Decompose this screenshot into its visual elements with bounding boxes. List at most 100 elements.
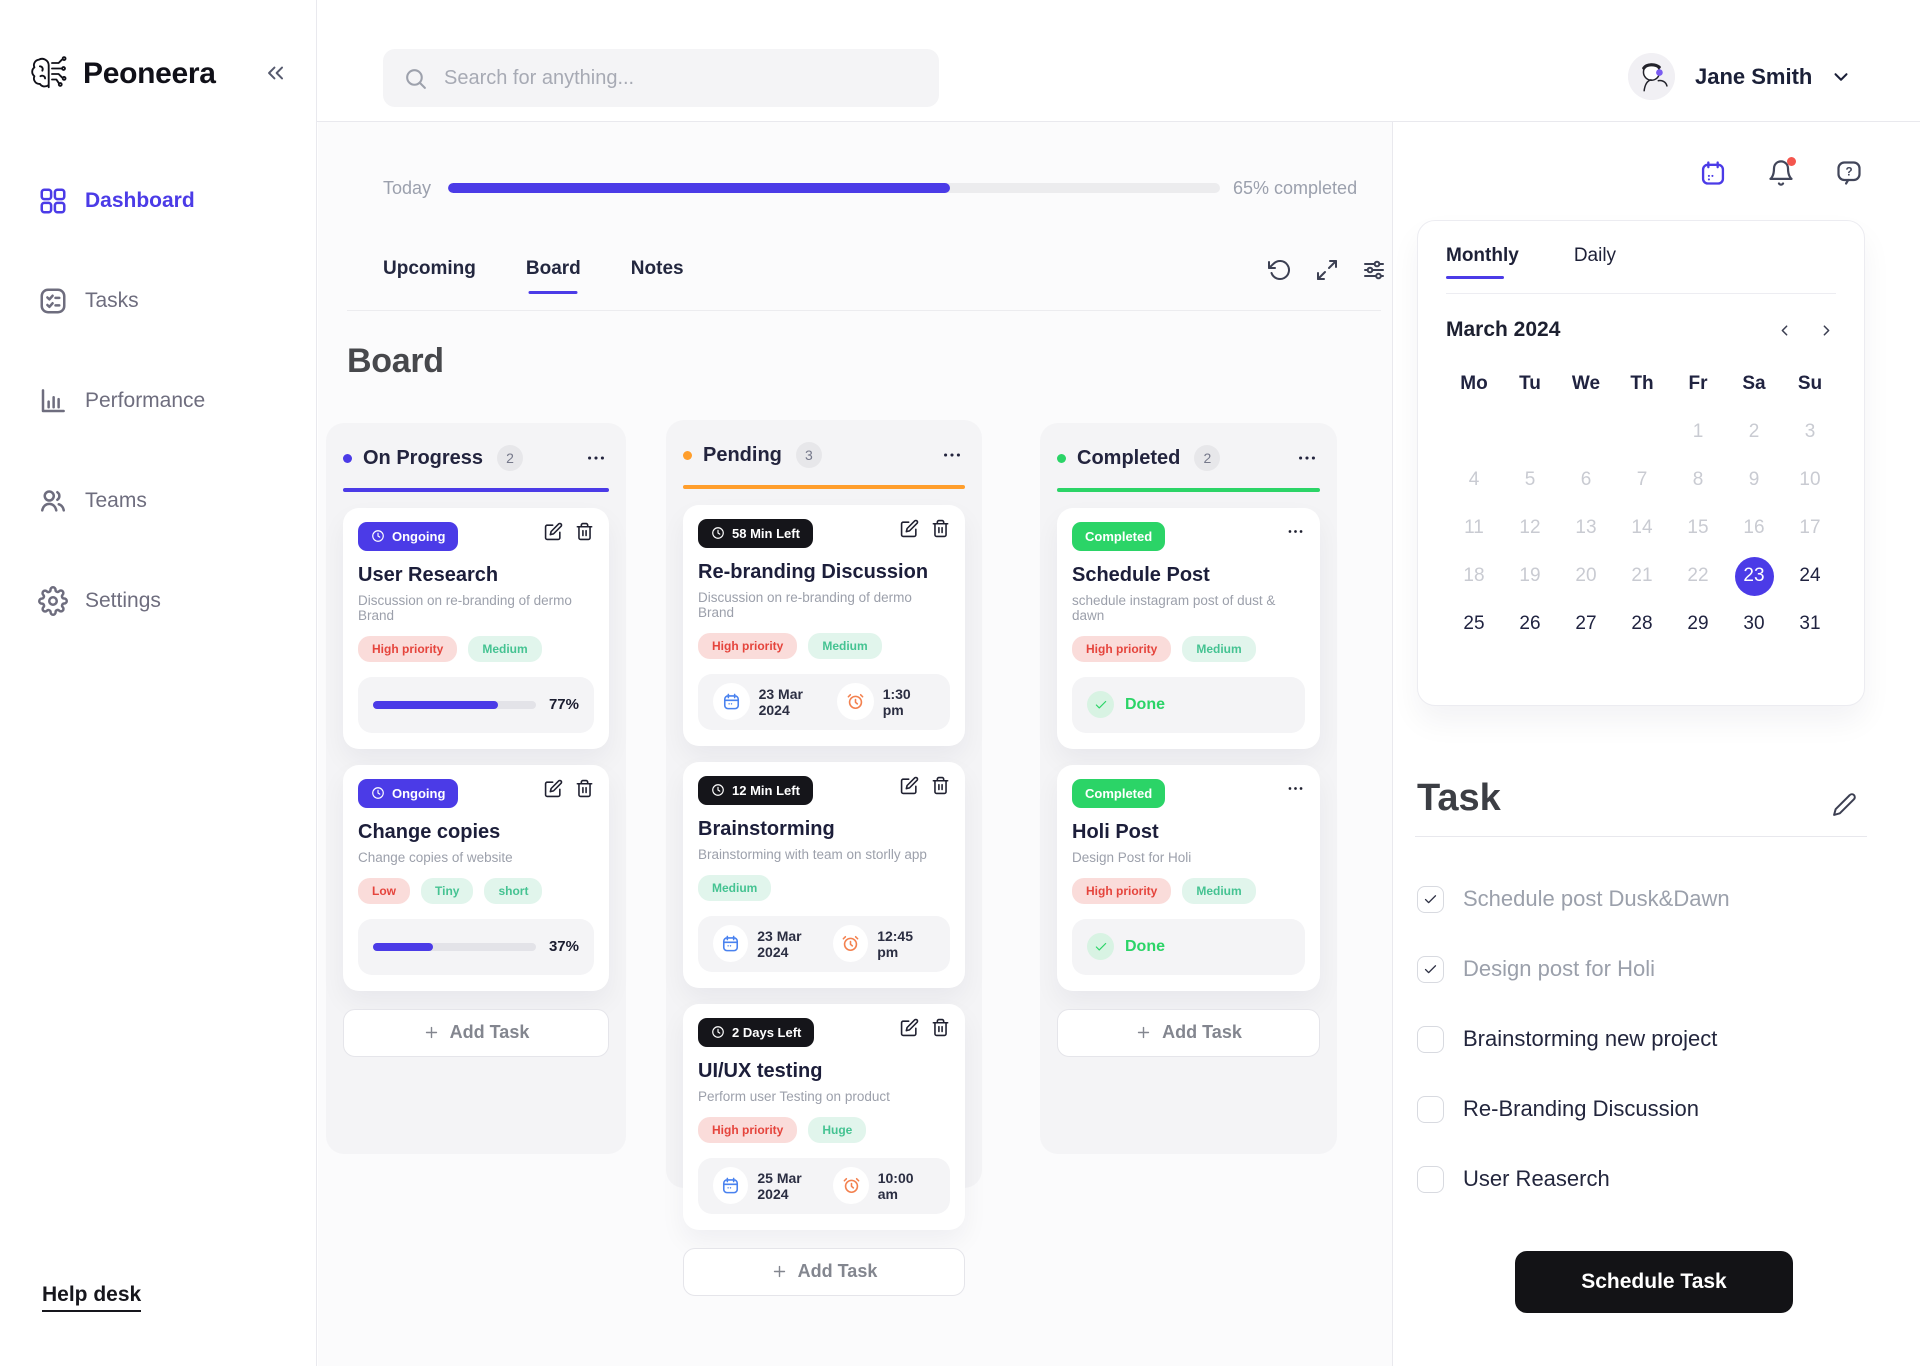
task-card-user-research[interactable]: Ongoing User Research Discussion on re-bra… [343, 507, 609, 749]
card-edit-button[interactable] [899, 776, 919, 796]
performance-icon [41, 389, 65, 413]
notifications-button[interactable] [1766, 157, 1796, 188]
task-card-re-branding-discussion[interactable]: 58 Min Left Re-branding Discussion Discuss… [683, 504, 965, 746]
sidebar-item-teams[interactable]: Teams [38, 480, 288, 522]
edit-icon [544, 779, 562, 798]
calendar-day-26[interactable]: 26 [1519, 613, 1541, 634]
card-menu-button[interactable] [1285, 522, 1305, 542]
user-menu[interactable]: Jane Smith [1628, 53, 1852, 100]
card-delete-button[interactable] [930, 776, 950, 796]
column-menu-button[interactable] [1294, 445, 1320, 471]
card-edit-button[interactable] [899, 1018, 919, 1038]
calendar-day-23-selected[interactable]: 23 [1726, 552, 1782, 600]
task-card-ui-ux-testing[interactable]: 2 Days Left UI/UX testing Perform user Tes… [683, 1003, 965, 1230]
task-card-holi-post[interactable]: Completed Holi Post Design Post for Holi Hi… [1057, 764, 1320, 991]
progress-bar-fill [448, 183, 950, 193]
checkbox-unchecked[interactable] [1417, 1095, 1444, 1123]
calendar-day-3[interactable]: 3 [1804, 421, 1816, 442]
checkbox-checked[interactable] [1417, 955, 1444, 983]
calendar-day-10[interactable]: 10 [1799, 469, 1821, 490]
calendar-day-13[interactable]: 13 [1575, 517, 1597, 538]
card-delete-button[interactable] [930, 1018, 950, 1038]
calendar-day-19[interactable]: 19 [1519, 565, 1541, 586]
trash-icon [576, 522, 592, 541]
card-delete-button[interactable] [574, 779, 594, 799]
settings-icon [38, 586, 68, 616]
card-delete-button[interactable] [574, 522, 594, 542]
sidebar-item-performance[interactable]: Performance [38, 380, 288, 422]
calendar-day-1[interactable]: 1 [1692, 421, 1704, 442]
checkbox-unchecked[interactable] [1417, 1165, 1444, 1193]
next-month-button[interactable] [1816, 320, 1836, 340]
calendar-day-11[interactable]: 11 [1464, 517, 1484, 538]
task-item-re-branding-discussion: Re-Branding Discussion [1417, 1092, 1877, 1126]
card-date: 25 Mar 2024 [757, 1169, 802, 1202]
tab-upcoming[interactable]: Upcoming [383, 258, 476, 294]
calendar-tab-daily[interactable]: Daily [1574, 245, 1616, 279]
help-desk-link[interactable]: Help desk [42, 1283, 142, 1312]
sidebar-item-settings[interactable]: Settings [38, 580, 288, 622]
add-task-button[interactable]: Add Task [1057, 1008, 1320, 1057]
column-menu-button[interactable] [939, 442, 965, 468]
card-edit-button[interactable] [543, 522, 563, 542]
column-count-badge: 3 [795, 442, 822, 468]
calendar-day-30[interactable]: 30 [1743, 613, 1765, 634]
weekday-label: Su [1797, 373, 1823, 394]
calendar-day-21[interactable]: 21 [1631, 565, 1653, 586]
calendar-day-20[interactable]: 20 [1575, 565, 1597, 586]
calendar-day-15[interactable]: 15 [1687, 517, 1709, 538]
calendar-day-28[interactable]: 28 [1631, 613, 1653, 634]
search-input[interactable] [444, 66, 919, 90]
calendar-day-5[interactable]: 5 [1524, 469, 1536, 490]
calendar-day-2[interactable]: 2 [1748, 421, 1760, 442]
column-name: Pending [703, 443, 782, 466]
previous-month-button[interactable] [1774, 320, 1794, 340]
calendar-tabs-divider [1446, 293, 1836, 294]
calendar-day-25[interactable]: 25 [1463, 613, 1485, 634]
calendar-day-6[interactable]: 6 [1580, 469, 1592, 490]
calendar-day-18[interactable]: 18 [1463, 565, 1485, 586]
add-task-button[interactable]: Add Task [343, 1008, 609, 1057]
calendar-view-button[interactable] [1698, 158, 1728, 188]
calendar-day-9[interactable]: 9 [1748, 469, 1760, 490]
column-header: On Progress 2 [343, 445, 609, 471]
task-card-schedule-post[interactable]: Completed Schedule Post schedule instagram… [1057, 507, 1320, 749]
calendar-day-29[interactable]: 29 [1687, 613, 1709, 634]
refresh-button[interactable] [1266, 256, 1293, 283]
calendar-day-27[interactable]: 27 [1575, 613, 1597, 634]
card-time: 1:30 pm [882, 685, 911, 718]
checkbox-unchecked[interactable] [1417, 1025, 1444, 1053]
sidebar-item-tasks[interactable]: Tasks [38, 280, 288, 322]
calendar-day-31[interactable]: 31 [1799, 613, 1821, 634]
collapse-sidebar-button[interactable] [260, 59, 290, 89]
card-delete-button[interactable] [930, 519, 950, 539]
checkbox-checked[interactable] [1417, 885, 1444, 913]
add-task-button[interactable]: Add Task [683, 1247, 965, 1296]
tab-board[interactable]: Board [526, 258, 581, 294]
calendar-day-16[interactable]: 16 [1743, 517, 1765, 538]
avatar-illustration [1628, 53, 1675, 100]
card-edit-button[interactable] [543, 779, 563, 799]
calendar-day-14[interactable]: 14 [1631, 517, 1653, 538]
expand-button[interactable] [1313, 256, 1340, 283]
calendar-day-8[interactable]: 8 [1692, 469, 1704, 490]
card-menu-button[interactable] [1285, 779, 1305, 799]
task-card-brainstorming[interactable]: 12 Min Left Brainstorming Brainstorming wi… [683, 761, 965, 988]
calendar-day-4[interactable]: 4 [1468, 469, 1480, 490]
calendar-day-12[interactable]: 12 [1519, 517, 1541, 538]
column-menu-button[interactable] [583, 445, 609, 471]
card-edit-button[interactable] [899, 519, 919, 539]
calendar-day-7[interactable]: 7 [1636, 469, 1648, 490]
calendar-tab-monthly[interactable]: Monthly [1446, 245, 1519, 279]
edit-tasks-button[interactable] [1830, 790, 1858, 818]
help-button[interactable]: ? [1834, 158, 1864, 188]
calendar-day-22[interactable]: 22 [1687, 565, 1709, 586]
calendar-day-24[interactable]: 24 [1799, 565, 1821, 586]
tab-notes[interactable]: Notes [631, 258, 684, 294]
sidebar-item-dashboard[interactable]: Dashboard [38, 180, 288, 222]
task-card-change-copies[interactable]: Ongoing Change copies Change copies of web… [343, 764, 609, 991]
filter-sliders-button[interactable] [1360, 256, 1387, 283]
card-done-label: Done [1125, 695, 1165, 713]
calendar-day-17[interactable]: 17 [1799, 517, 1821, 538]
schedule-task-button[interactable]: Schedule Task [1515, 1251, 1793, 1313]
